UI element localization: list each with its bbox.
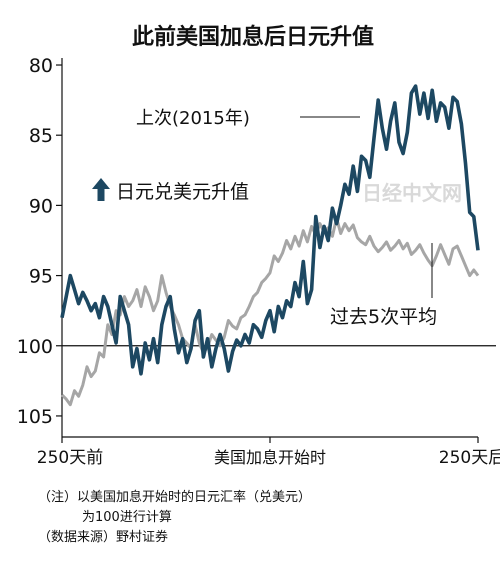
notes: （注）以美国加息开始时的日元汇率（兑美元） 为100进行计算 （数据来源）野村证…	[38, 488, 311, 548]
x-tick-label: 250天前	[37, 448, 103, 468]
source-line: （数据来源）野村证券	[38, 530, 169, 545]
arrow-label: 日元兑美元升值	[116, 181, 249, 203]
y-tick-label: 100	[17, 336, 53, 358]
y-axis: 80 85 90 95 100 105	[17, 55, 62, 428]
y-tick-label: 95	[29, 266, 53, 288]
series-line-average	[60, 216, 480, 407]
chart-title: 此前美国加息后日元升值	[132, 24, 374, 50]
series-label-2015: 上次(2015年)	[136, 108, 250, 129]
note-line-1: （注）以美国加息开始时的日元汇率（兑美元）	[38, 490, 312, 505]
series-line-2015	[60, 84, 480, 376]
y-tick-label: 90	[29, 195, 53, 217]
y-tick-label: 85	[29, 125, 53, 147]
y-tick-label: 105	[17, 406, 53, 428]
note-line-2: 为100进行计算	[82, 510, 172, 525]
x-tick-label: 美国加息开始时	[214, 448, 326, 467]
up-arrow-icon	[92, 178, 110, 201]
y-tick-label: 80	[29, 55, 53, 77]
x-axis: 250天前 美国加息开始时 250天后	[37, 437, 500, 468]
series-label-average: 过去5次平均	[330, 306, 437, 328]
arrow-legend: 日元兑美元升值	[92, 178, 249, 203]
x-tick-label: 250天后	[439, 448, 500, 468]
watermark: 日经中文网	[362, 181, 462, 205]
